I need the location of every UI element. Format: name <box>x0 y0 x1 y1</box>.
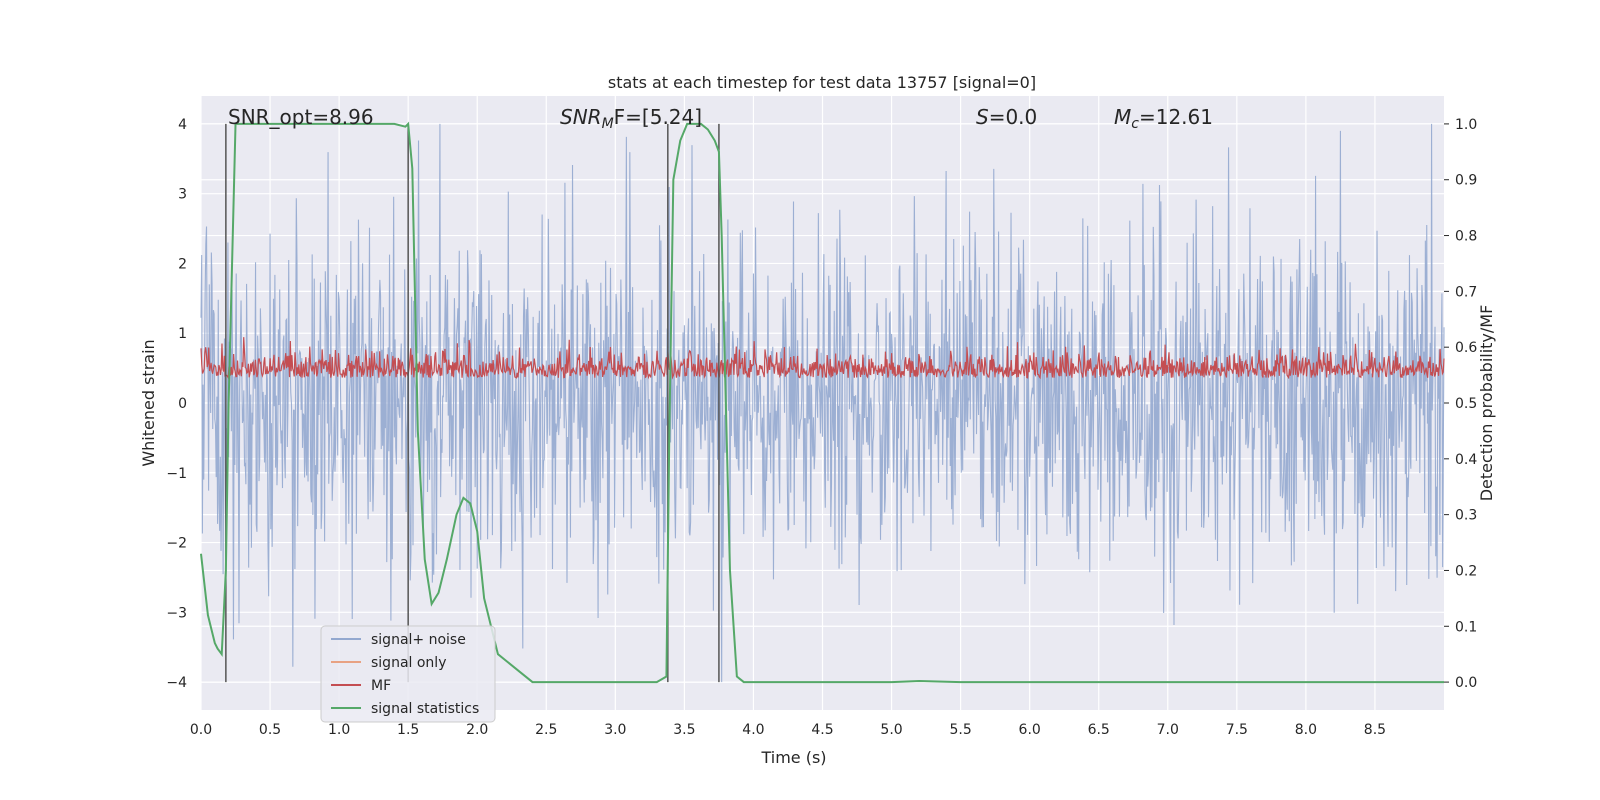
x-tick-label: 2.5 <box>535 722 557 738</box>
x-tick-label: 3.5 <box>673 722 695 738</box>
x-tick-label: 2.0 <box>466 722 488 738</box>
left-tick-label: 3 <box>178 187 187 203</box>
x-tick-label: 5.5 <box>949 722 971 738</box>
left-tick-label: −4 <box>166 675 187 691</box>
right-tick-label: 0.4 <box>1455 452 1477 468</box>
right-axis-ticks: 1.0 0.9 0.8 0.7 0.6 0.5 0.4 0.3 0.2 0.1 0.0 <box>1444 117 1477 691</box>
legend: signal+ noise signal only MF signal stat… <box>321 626 495 722</box>
snr-mf-value: F=[5.24] <box>614 105 702 129</box>
x-tick-label: 1.0 <box>328 722 350 738</box>
x-tick-label: 7.5 <box>1226 722 1248 738</box>
right-tick-label: 0.0 <box>1455 675 1477 691</box>
right-tick-label: 0.2 <box>1455 563 1477 579</box>
right-tick-label: 0.7 <box>1455 284 1477 300</box>
left-tick-label: 2 <box>178 256 187 272</box>
x-tick-label: 0.0 <box>190 722 212 738</box>
left-tick-label: 0 <box>178 396 187 412</box>
right-tick-label: 0.3 <box>1455 508 1477 524</box>
chart-title: stats at each timestep for test data 137… <box>608 73 1036 92</box>
left-axis-label: Whitened strain <box>139 339 158 466</box>
mc-symbol: M <box>1114 105 1131 129</box>
x-tick-label: 6.5 <box>1088 722 1110 738</box>
x-tick-label: 7.0 <box>1157 722 1179 738</box>
snr-mf-subscript: M <box>602 116 614 132</box>
right-tick-label: 0.5 <box>1455 396 1477 412</box>
s-value: =0.0 <box>989 105 1038 129</box>
left-tick-label: 1 <box>178 326 187 342</box>
left-tick-label: −2 <box>166 536 187 552</box>
right-tick-label: 0.6 <box>1455 340 1477 356</box>
right-tick-label: 1.0 <box>1455 117 1477 133</box>
mc-annotation: Mc=12.61 <box>1114 105 1213 132</box>
right-tick-label: 0.1 <box>1455 619 1477 635</box>
right-axis-label: Detection probability/MF <box>1477 305 1496 502</box>
s-symbol: S <box>976 105 989 129</box>
left-tick-label: −1 <box>166 466 187 482</box>
right-tick-label: 0.9 <box>1455 173 1477 189</box>
legend-label-signal-statistics: signal statistics <box>371 701 479 717</box>
legend-label-signal-only: signal only <box>371 655 446 671</box>
x-tick-label: 5.0 <box>880 722 902 738</box>
chart: stats at each timestep for test data 137… <box>0 0 1600 800</box>
x-tick-label: 3.0 <box>604 722 626 738</box>
x-tick-label: 4.5 <box>811 722 833 738</box>
snr-mf-annotation: SNRMF=[5.24] <box>560 105 702 132</box>
x-tick-label: 8.5 <box>1364 722 1386 738</box>
right-tick-label: 0.8 <box>1455 229 1477 245</box>
snr-mf-symbol: SNR <box>560 105 602 129</box>
x-tick-label: 8.0 <box>1295 722 1317 738</box>
left-axis-ticks: 4 3 2 1 0 −1 −2 −3 −4 <box>166 117 187 691</box>
left-tick-label: −3 <box>166 605 187 621</box>
x-tick-label: 0.5 <box>259 722 281 738</box>
x-axis-ticks: 0.0 0.5 1.0 1.5 2.0 2.5 3.0 3.5 4.0 4.5 5.0 5.5 6.0 6… <box>190 722 1386 738</box>
x-tick-label: 1.5 <box>397 722 419 738</box>
x-axis-label: Time (s) <box>760 748 826 767</box>
legend-label-mf: MF <box>371 678 391 694</box>
x-tick-label: 4.0 <box>742 722 764 738</box>
mc-value: =12.61 <box>1139 105 1213 129</box>
legend-label-signal-noise: signal+ noise <box>371 632 466 648</box>
x-tick-label: 6.0 <box>1019 722 1041 738</box>
snr-opt-annotation: SNR_opt=8.96 <box>228 105 374 129</box>
left-tick-label: 4 <box>178 117 187 133</box>
s-annotation: S=0.0 <box>976 105 1037 129</box>
